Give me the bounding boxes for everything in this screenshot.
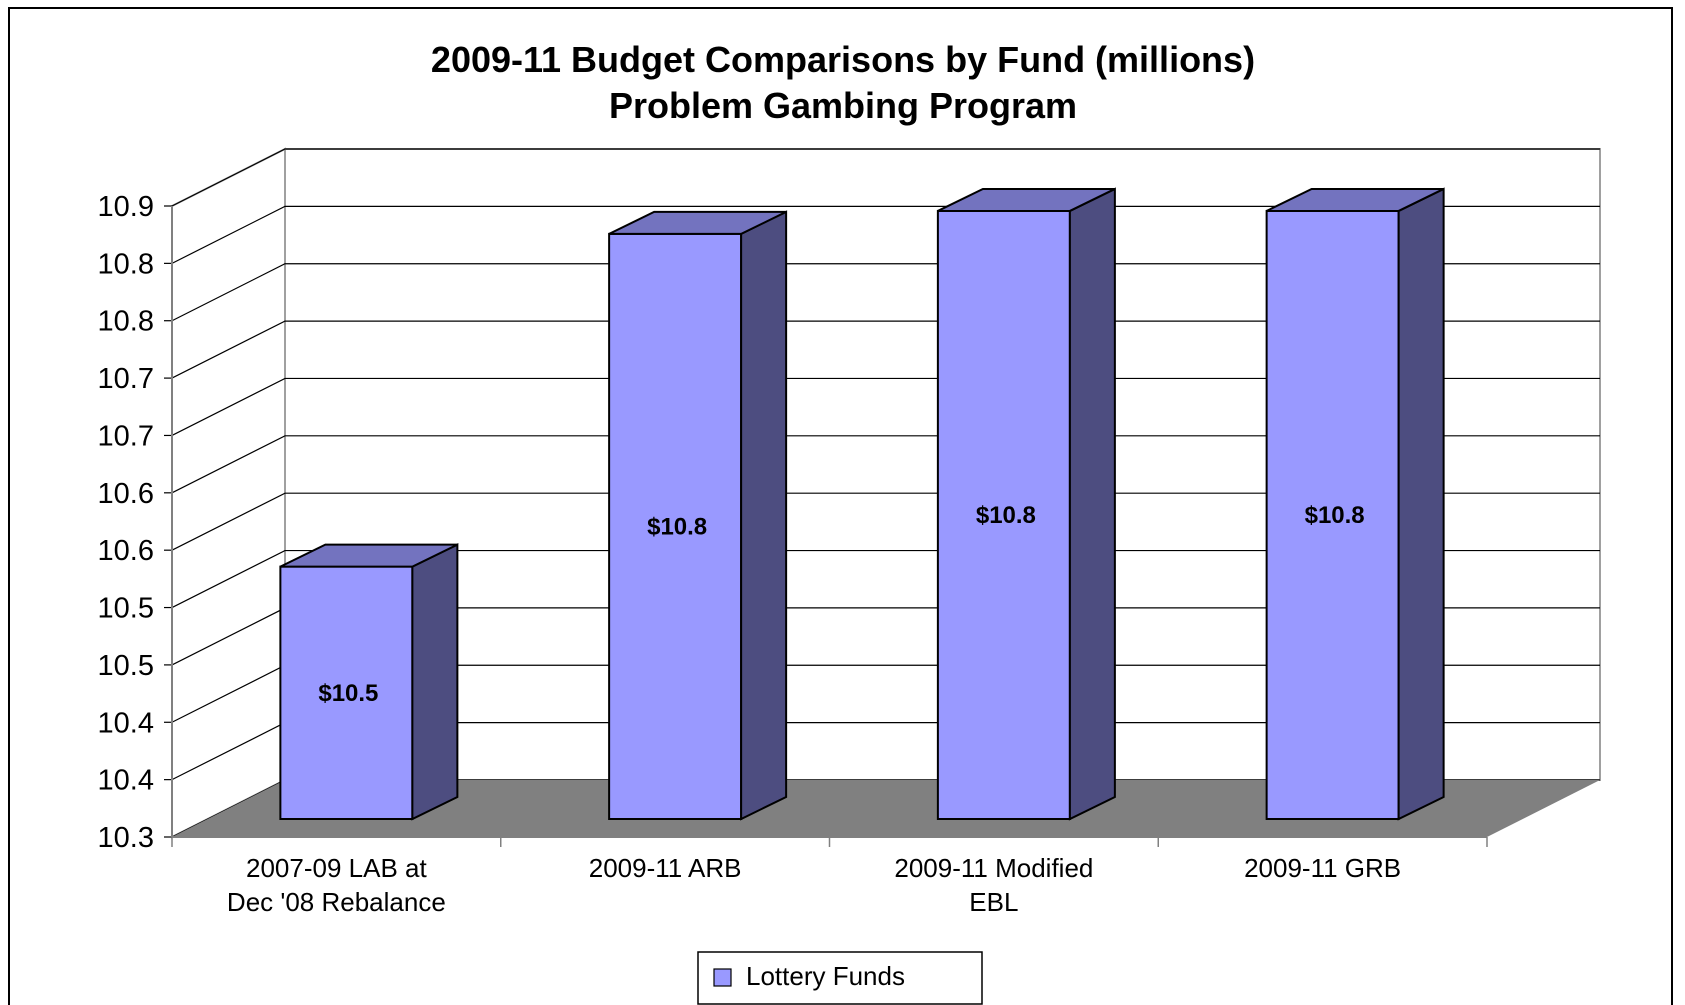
xtick-label: 2009-11 Modified <box>894 853 1093 883</box>
ytick-label: 10.8 <box>98 248 154 280</box>
bar-top <box>608 210 787 235</box>
gridline <box>171 320 1600 379</box>
side-wall <box>171 147 286 839</box>
bar-front <box>279 565 414 820</box>
bar-side <box>411 542 459 821</box>
xtick-label: 2009-11 ARB <box>589 853 742 883</box>
ytick-label: 10.7 <box>98 420 154 452</box>
ytick-label: 10.5 <box>98 650 154 682</box>
ytick-label: 10.3 <box>98 822 154 854</box>
data-label: $10.5 <box>318 680 378 707</box>
gridline <box>171 263 1600 322</box>
gridline <box>171 148 1600 207</box>
ytick-label: 10.4 <box>98 765 154 797</box>
axes: 10.3 10.4 10.4 10.5 10.5 10.6 10.6 10.7 10.7 10.8… <box>98 191 1488 917</box>
bar-front <box>1265 209 1400 821</box>
gridline <box>171 549 1600 609</box>
bar-side <box>740 210 788 821</box>
legend-box <box>697 951 983 1005</box>
bar-top <box>279 543 458 568</box>
xtick-label: 2009-11 GRB <box>1244 853 1401 883</box>
data-label: $10.8 <box>1305 502 1365 529</box>
data-label: $10.8 <box>976 502 1036 529</box>
gridline <box>171 435 1600 494</box>
ytick-label: 10.4 <box>98 707 154 739</box>
floor-plane <box>172 780 1600 837</box>
ytick-label: 10.7 <box>98 363 154 395</box>
gridline <box>171 205 1600 264</box>
xtick-label: 2007-09 LAB at <box>246 853 427 883</box>
legend: Lottery Funds <box>697 951 983 1005</box>
ytick-label: 10.6 <box>98 535 154 567</box>
legend-label: Lottery Funds <box>746 961 905 991</box>
chart-floor <box>172 780 1600 837</box>
bar-top <box>1266 187 1445 212</box>
chart-title: 2009-11 Budget Comparisons by Fund (mill… <box>431 39 1255 80</box>
ytick-label: 10.9 <box>98 191 154 223</box>
gridline <box>171 492 1600 551</box>
ytick-label: 10.6 <box>98 478 154 510</box>
bars <box>279 187 1445 821</box>
bar-top <box>937 187 1116 212</box>
bar-side <box>1397 187 1445 821</box>
xtick-label: Dec '08 Rebalance <box>227 887 446 917</box>
ytick-label: 10.8 <box>98 306 154 338</box>
bar-side <box>1068 187 1116 821</box>
gridline <box>171 377 1600 436</box>
data-labels: $10.5 $10.8 $10.8 $10.8 <box>318 502 1364 707</box>
legend-swatch <box>713 968 732 987</box>
data-label: $10.8 <box>647 513 707 540</box>
ytick-label: 10.5 <box>98 593 154 625</box>
xtick-label: EBL <box>969 887 1018 917</box>
chart-subtitle: Problem Gambing Program <box>609 85 1077 126</box>
